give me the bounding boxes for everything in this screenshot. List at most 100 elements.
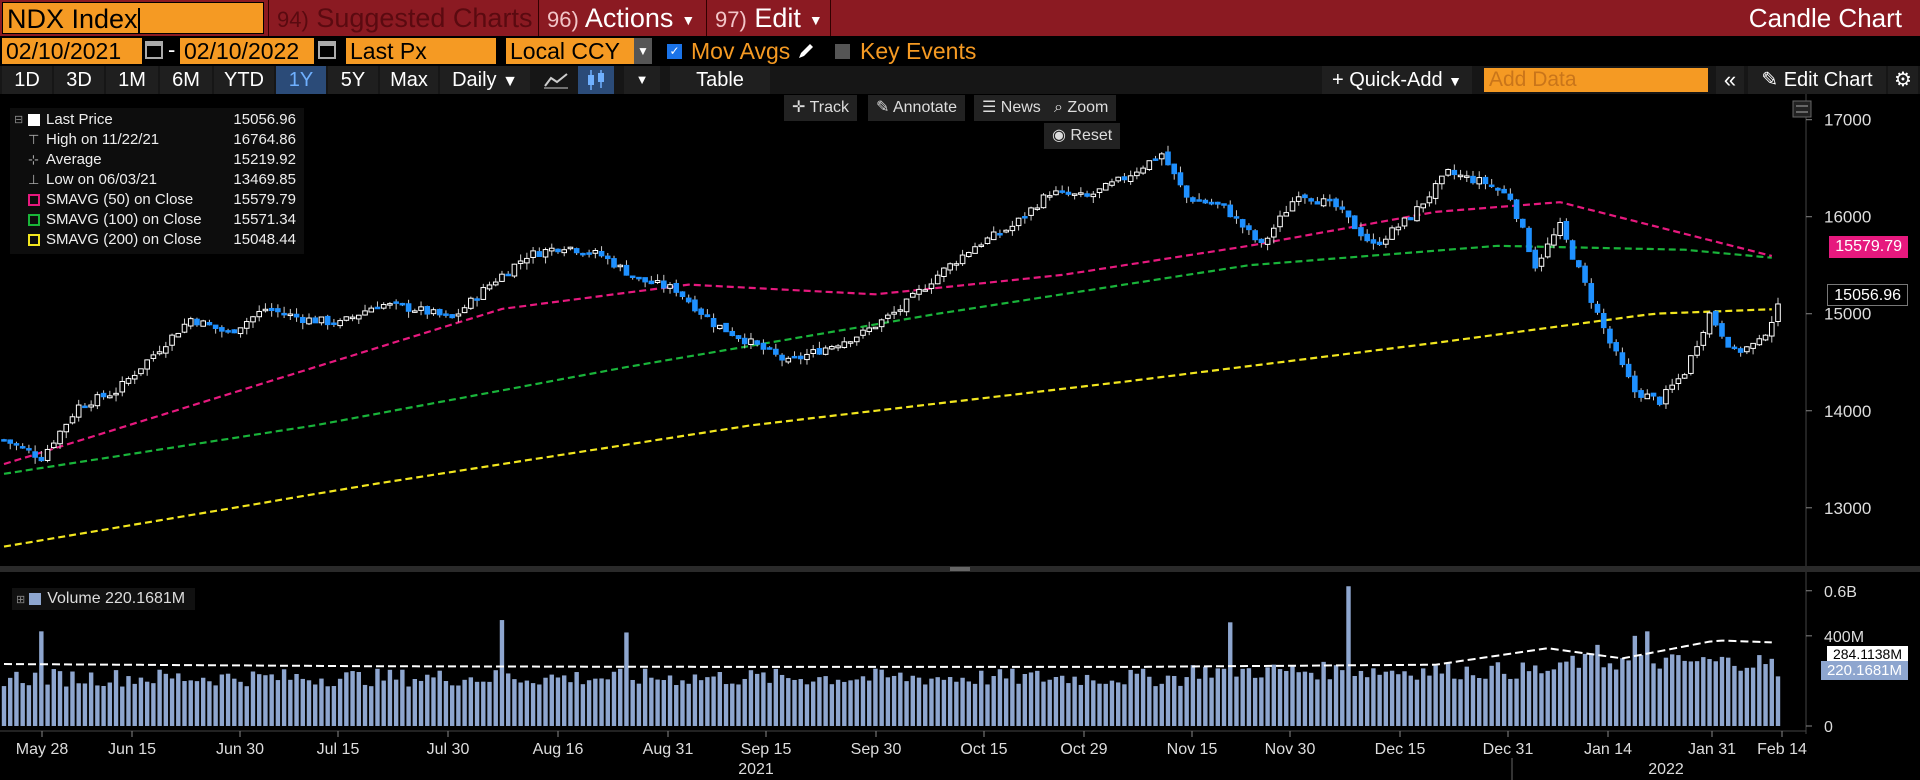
candle-body bbox=[293, 313, 300, 318]
range-6m[interactable]: 6M bbox=[160, 66, 212, 94]
field-select[interactable]: Last Px bbox=[346, 38, 496, 64]
date-tick-label: Oct 15 bbox=[960, 741, 1007, 758]
legend-sma50[interactable]: SMAVG (50) on Close 15579.79 bbox=[10, 190, 304, 210]
add-data-input[interactable]: Add Data bbox=[1484, 68, 1708, 92]
collapse-icon[interactable]: ⊟ bbox=[14, 114, 24, 126]
volume-tick-label: 0.6B bbox=[1824, 584, 1857, 601]
range-1m[interactable]: 1M bbox=[106, 66, 158, 94]
volume-bar bbox=[898, 672, 903, 726]
track-button[interactable]: ✛ Track bbox=[784, 95, 857, 121]
volume-bar bbox=[1072, 676, 1077, 726]
candle-body bbox=[1669, 384, 1675, 390]
title-bar: NDX Index 94) Suggested Charts 96) Actio… bbox=[0, 0, 1920, 36]
legend-high: ⊤ High on 11/22/21 16764.86 bbox=[10, 130, 304, 150]
gear-icon[interactable]: ⚙ bbox=[1888, 66, 1918, 94]
chart-type-dropdown[interactable]: ▼ bbox=[624, 66, 660, 94]
candle-body bbox=[1700, 331, 1707, 346]
annotate-button[interactable]: ✎ Annotate bbox=[868, 95, 966, 121]
candle-body bbox=[1283, 212, 1290, 217]
date-tick-label: Jan 14 bbox=[1584, 741, 1632, 758]
table-button[interactable]: Table bbox=[670, 66, 770, 94]
candle-body bbox=[1345, 210, 1352, 218]
candle-body bbox=[107, 395, 113, 399]
candle-body bbox=[306, 317, 312, 325]
legend-sma100[interactable]: SMAVG (100) on Close 15571.34 bbox=[10, 210, 304, 230]
mov-avgs-checkbox[interactable]: ✓ bbox=[667, 44, 682, 59]
volume-bar bbox=[1352, 675, 1357, 726]
candle-body bbox=[822, 347, 829, 355]
edit-button[interactable]: 97) Edit ▼ bbox=[706, 0, 831, 36]
end-date-field[interactable]: 02/10/2022 bbox=[180, 38, 314, 64]
edit-chart-button[interactable]: ✎ Edit Chart bbox=[1748, 66, 1886, 94]
legend-last-price[interactable]: ⊟ Last Price 15056.96 bbox=[10, 110, 304, 130]
currency-select[interactable]: Local CCY bbox=[506, 38, 634, 64]
last-price-label: 15056.96 bbox=[1827, 284, 1908, 306]
volume-bar bbox=[916, 677, 922, 726]
collapse-icon[interactable]: ⊞ bbox=[16, 594, 26, 606]
actions-button[interactable]: 96) Actions ▼ bbox=[538, 0, 703, 36]
legend-sma200[interactable]: SMAVG (200) on Close 15048.44 bbox=[10, 230, 304, 250]
reset-button[interactable]: ◉ Reset bbox=[1044, 123, 1121, 149]
volume-bar bbox=[26, 685, 32, 726]
volume-bar bbox=[1570, 655, 1575, 726]
candle-body bbox=[661, 280, 667, 289]
range-3d[interactable]: 3D bbox=[54, 66, 104, 94]
volume-bar bbox=[344, 672, 349, 726]
candle-body bbox=[710, 318, 717, 328]
candle-body bbox=[156, 351, 163, 355]
date-axis: May 28 Jun 15 Jun 30 Jul 15 Jul 30 Aug 16 Aug … bbox=[16, 731, 1807, 780]
volume-bar bbox=[1308, 672, 1314, 726]
start-date-field[interactable]: 02/10/2021 bbox=[2, 38, 142, 64]
candle-body bbox=[461, 307, 468, 314]
volume-bar bbox=[169, 678, 175, 726]
collapse-left-icon[interactable]: « bbox=[1716, 66, 1744, 94]
range-1y[interactable]: 1Y bbox=[276, 66, 326, 94]
candle-chart-button[interactable] bbox=[578, 66, 614, 94]
volume-bar bbox=[95, 685, 100, 726]
range-max[interactable]: Max bbox=[380, 66, 438, 94]
candle-body bbox=[1146, 160, 1153, 170]
zoom-button[interactable]: ⌕ Zoom bbox=[1046, 95, 1117, 121]
ticker-value: NDX Index bbox=[7, 4, 138, 34]
volume-bar bbox=[885, 677, 891, 726]
volume-bar bbox=[1003, 678, 1009, 726]
chart-options-icon[interactable] bbox=[1792, 100, 1812, 118]
candle-body bbox=[399, 302, 406, 306]
suggested-charts-button[interactable]: 94) Suggested Charts bbox=[268, 0, 540, 36]
candle-body bbox=[194, 318, 200, 326]
ticker-input[interactable]: NDX Index bbox=[2, 2, 264, 34]
volume-legend[interactable]: ⊞ Volume 220.1681M bbox=[12, 588, 196, 610]
volume-bar bbox=[1240, 668, 1245, 726]
candle-body bbox=[212, 324, 219, 329]
volume-bar bbox=[499, 620, 505, 726]
candle-body bbox=[934, 274, 941, 285]
pencil-icon[interactable] bbox=[796, 41, 816, 61]
candle-body bbox=[356, 314, 362, 320]
candle-body bbox=[698, 308, 704, 315]
range-5y[interactable]: 5Y bbox=[328, 66, 378, 94]
calendar-icon[interactable] bbox=[318, 41, 336, 59]
range-ytd[interactable]: YTD bbox=[214, 66, 274, 94]
candle-body bbox=[990, 231, 997, 241]
candle-chart[interactable]: 13000 14000 15000 16000 17000 0.6B 400M 0 May … bbox=[0, 94, 1920, 780]
volume-bar bbox=[873, 668, 878, 726]
period-select[interactable]: Daily ▼ bbox=[440, 66, 530, 94]
key-events-checkbox[interactable] bbox=[835, 44, 850, 59]
news-button[interactable]: ☰ News bbox=[974, 95, 1049, 121]
range-1d[interactable]: 1D bbox=[2, 66, 52, 94]
volume-bar bbox=[1041, 681, 1046, 726]
volume-bar bbox=[1495, 662, 1501, 726]
volume-bar bbox=[257, 674, 262, 726]
line-chart-icon[interactable] bbox=[542, 70, 570, 90]
legend-label: SMAVG (200) on Close bbox=[46, 231, 202, 248]
candle-body bbox=[1190, 197, 1196, 202]
volume-bar bbox=[1632, 635, 1638, 726]
candle-body bbox=[1644, 393, 1651, 400]
candle-body bbox=[573, 248, 580, 254]
calendar-icon[interactable] bbox=[145, 41, 163, 59]
candle-body bbox=[928, 283, 935, 289]
candle-body bbox=[1488, 184, 1495, 188]
quick-add-button[interactable]: + Quick-Add ▼ bbox=[1322, 66, 1472, 94]
candle-body bbox=[903, 298, 910, 313]
chevron-down-icon[interactable]: ▼ bbox=[634, 38, 652, 64]
